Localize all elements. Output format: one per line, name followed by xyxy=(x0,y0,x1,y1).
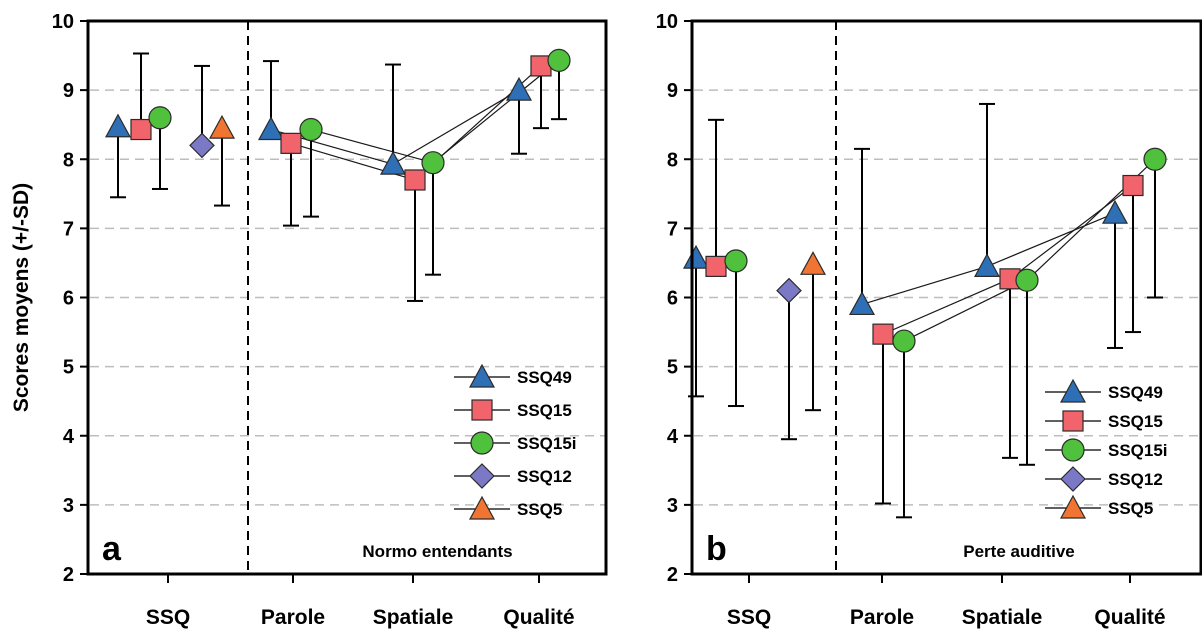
y-tick-label: 6 xyxy=(63,288,74,310)
y-axis-label: Scores moyens (+/-SD) xyxy=(10,183,33,412)
legend-marker-ssq12 xyxy=(1060,466,1086,492)
y-tick-label: 9 xyxy=(63,80,74,102)
y-tick-label: 6 xyxy=(667,288,678,310)
y-tick-label: 10 xyxy=(656,11,678,33)
data-point-ssq49 xyxy=(505,76,533,101)
data-point-ssq49 xyxy=(848,291,876,316)
plot-frame xyxy=(690,19,1202,576)
x-tick-label: Spatiale xyxy=(373,606,454,629)
group-label: Perte auditive xyxy=(963,542,1075,561)
y-tick-label: 2 xyxy=(63,564,74,586)
legend-marker-ssq12 xyxy=(469,463,495,489)
y-tick-label: 7 xyxy=(667,218,678,240)
legend-label: SSQ49 xyxy=(1108,383,1163,402)
x-tick-label: SSQ xyxy=(727,606,771,629)
y-tick-label: 7 xyxy=(63,218,74,240)
data-point-ssq49 xyxy=(682,244,710,269)
data-point-ssq5 xyxy=(208,114,236,139)
x-tick-label: Parole xyxy=(261,606,325,629)
legend-marker-ssq15 xyxy=(471,399,493,421)
legend-marker-ssq5 xyxy=(1059,494,1087,519)
panel-letter: a xyxy=(102,530,122,568)
legend-label: SSQ12 xyxy=(517,467,572,486)
data-point-ssq15 xyxy=(872,323,894,345)
data-point-ssq15i xyxy=(1015,268,1039,292)
data-point-ssq15 xyxy=(1122,174,1144,197)
y-tick-label: 8 xyxy=(63,149,74,171)
panel-letter: b xyxy=(706,530,727,568)
data-point-ssq15 xyxy=(705,255,727,277)
legend: SSQ49 SSQ15 SSQ15i SSQ12 SSQ5 xyxy=(454,363,577,520)
series-line-ssq15 xyxy=(882,185,1134,335)
y-tick-label: 9 xyxy=(667,80,678,102)
x-tick-label: SSQ xyxy=(146,606,190,629)
data-point-ssq49 xyxy=(104,113,132,138)
legend-marker-ssq5 xyxy=(468,495,496,520)
y-tick-label: 8 xyxy=(667,149,678,171)
data-point-ssq49 xyxy=(1101,199,1129,224)
data-point-ssq15 xyxy=(130,118,152,141)
data-point-ssq15 xyxy=(280,132,302,154)
x-tick-label: Parole xyxy=(850,606,914,629)
data-point-ssq15i xyxy=(1143,147,1167,171)
data-point-ssq15i xyxy=(892,329,916,353)
legend: SSQ49 SSQ15 SSQ15i SSQ12 SSQ5 xyxy=(1045,378,1168,519)
legend-label: SSQ15 xyxy=(1108,412,1163,431)
data-point-ssq49 xyxy=(973,253,1001,277)
y-tick-label: 4 xyxy=(667,426,679,448)
legend-label: SSQ49 xyxy=(517,368,572,387)
legend-label: SSQ15i xyxy=(1108,441,1168,460)
y-tick-label: 2 xyxy=(667,564,678,586)
legend-label: SSQ12 xyxy=(1108,470,1163,489)
legend-marker-ssq49 xyxy=(1059,378,1087,403)
y-tick-label: 5 xyxy=(667,357,678,379)
data-point-ssq15i xyxy=(148,106,172,130)
plot-frame xyxy=(86,19,608,576)
series-line-ssq15i xyxy=(310,59,560,164)
group-label: Normo entendants xyxy=(362,542,512,561)
data-point-ssq15 xyxy=(404,169,426,191)
legend-label: SSQ15 xyxy=(517,401,572,420)
y-tick-label: 3 xyxy=(667,495,678,517)
legend-marker-ssq49 xyxy=(468,363,496,388)
data-point-ssq15i xyxy=(299,117,323,142)
data-point-ssq15i xyxy=(724,249,748,273)
legend-marker-ssq15 xyxy=(1062,410,1084,432)
y-tick-label: 4 xyxy=(63,426,75,448)
chart-panel-a: 2 3 4 5 6 7 8 9 10 SSQ Parole Spatiale Qualité Scores… xyxy=(10,11,608,629)
x-tick-label: Qualité xyxy=(1094,606,1165,629)
legend-marker-ssq15i xyxy=(470,431,494,455)
data-point-ssq49 xyxy=(257,116,285,141)
data-point-ssq15i xyxy=(547,48,571,73)
legend-label: SSQ15i xyxy=(517,434,577,453)
x-tick-label: Qualité xyxy=(503,606,574,629)
series-line-ssq15i xyxy=(903,158,1156,342)
data-point-ssq49 xyxy=(379,150,407,175)
series-line-ssq15 xyxy=(290,65,542,181)
legend-label: SSQ5 xyxy=(1108,499,1153,518)
y-tick-label: 3 xyxy=(63,495,74,517)
y-tick-label: 10 xyxy=(52,11,74,33)
legend-label: SSQ5 xyxy=(517,500,562,519)
legend-marker-ssq15i xyxy=(1061,438,1085,462)
data-point-ssq12 xyxy=(189,132,215,159)
data-point-ssq15i xyxy=(421,151,445,175)
x-tick-label: Spatiale xyxy=(962,606,1043,629)
data-point-ssq5 xyxy=(799,251,827,275)
data-point-ssq12 xyxy=(776,277,802,304)
y-tick-label: 5 xyxy=(63,357,74,379)
